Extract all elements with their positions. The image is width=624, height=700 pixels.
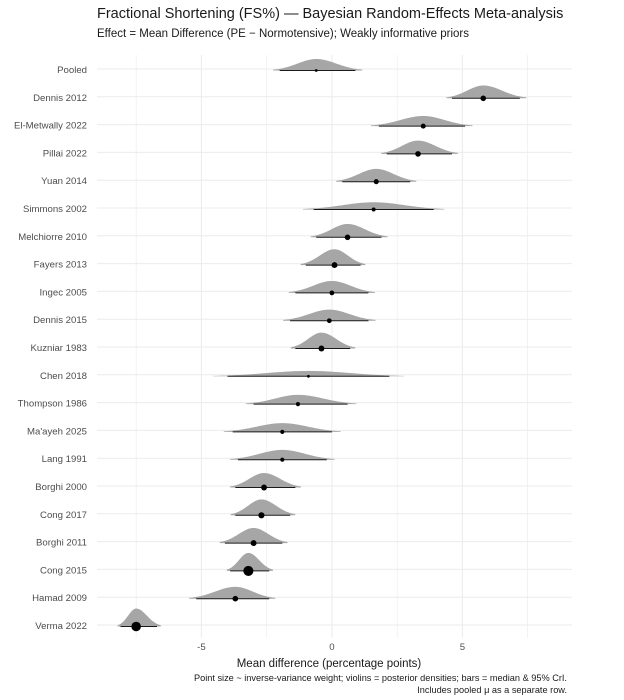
y-label-13: Ma'ayeh 2025 — [27, 426, 87, 437]
violin-group — [117, 59, 527, 627]
y-label-12: Thompson 1986 — [18, 399, 87, 410]
violin-7 — [300, 249, 366, 266]
x-ticks: -5 0 5 — [197, 642, 465, 653]
y-label-10: Kuzniar 1983 — [30, 343, 87, 354]
point-group — [131, 69, 487, 632]
y-label-20: Verma 2022 — [35, 621, 87, 632]
y-label-17: Borghi 2011 — [36, 538, 87, 549]
violin-0 — [273, 59, 363, 71]
median-point-9 — [326, 318, 332, 324]
violin-5 — [302, 202, 445, 210]
median-point-20 — [131, 621, 141, 632]
violin-15 — [230, 473, 301, 488]
violin-19 — [189, 586, 276, 599]
violin-12 — [245, 394, 357, 405]
y-label-2: El-Metwally 2022 — [14, 121, 87, 132]
median-point-6 — [344, 234, 351, 241]
x-tick-label-1: 0 — [329, 642, 334, 653]
chart-subtitle: Effect = Mean Difference (PE − Normotens… — [97, 28, 469, 40]
median-point-4 — [373, 179, 379, 185]
violin-20 — [117, 608, 161, 627]
median-point-10 — [318, 345, 325, 352]
median-point-13 — [280, 429, 285, 434]
median-point-2 — [420, 123, 426, 129]
violin-6 — [310, 223, 388, 238]
median-point-16 — [258, 512, 265, 519]
median-point-3 — [415, 151, 421, 157]
median-point-18 — [243, 565, 254, 576]
x-tick-label-2: 5 — [460, 642, 465, 653]
violin-10 — [290, 332, 356, 349]
median-point-19 — [232, 595, 239, 602]
violin-17 — [219, 527, 288, 544]
violin-8 — [288, 281, 376, 293]
y-label-4: Yuan 2014 — [41, 176, 88, 187]
median-point-17 — [250, 540, 257, 547]
y-labels: Pooled Dennis 2012 El-Metwally 2022 Pillai … — [14, 65, 88, 632]
violin-16 — [230, 499, 296, 516]
median-point-8 — [329, 290, 335, 296]
caption-line-2: Includes pooled μ as a separate row. — [417, 685, 567, 695]
violin-4 — [336, 168, 417, 182]
median-point-14 — [280, 457, 285, 462]
median-point-0 — [314, 69, 318, 72]
violin-11 — [212, 370, 404, 377]
y-label-1: Dennis 2012 — [33, 93, 87, 104]
violin-14 — [229, 449, 335, 460]
violin-18 — [226, 552, 274, 571]
median-point-1 — [480, 95, 487, 102]
y-label-0: Pooled — [57, 65, 87, 76]
y-label-18: Cong 2015 — [40, 565, 87, 576]
y-label-3: Pillai 2022 — [43, 148, 87, 159]
violin-3 — [381, 140, 459, 154]
x-tick-label-0: -5 — [197, 642, 206, 653]
violin-9 — [283, 309, 376, 321]
y-label-9: Dennis 2015 — [33, 315, 87, 326]
violin-13 — [223, 423, 341, 432]
median-point-5 — [371, 207, 376, 212]
y-label-19: Hamad 2009 — [32, 593, 87, 604]
violin-1 — [446, 85, 527, 99]
median-point-12 — [295, 402, 301, 407]
y-label-5: Simmons 2002 — [23, 204, 87, 215]
y-label-11: Chen 2018 — [40, 371, 87, 382]
y-label-6: Melchiorre 2010 — [18, 232, 87, 243]
y-label-8: Ingec 2005 — [40, 287, 87, 298]
chart-title: Fractional Shortening (FS%) — Bayesian R… — [97, 6, 563, 22]
median-point-15 — [261, 484, 267, 491]
y-label-15: Borghi 2000 — [35, 482, 87, 493]
y-label-16: Cong 2017 — [40, 510, 87, 521]
violin-2 — [370, 116, 473, 127]
y-label-14: Lang 1991 — [42, 454, 87, 465]
caption-line-1: Point size ~ inverse-variance weight; vi… — [194, 673, 567, 683]
y-label-7: Fayers 2013 — [34, 260, 87, 271]
median-point-7 — [331, 262, 338, 269]
median-point-11 — [307, 374, 310, 378]
x-axis-label: Mean difference (percentage points) — [237, 658, 422, 670]
